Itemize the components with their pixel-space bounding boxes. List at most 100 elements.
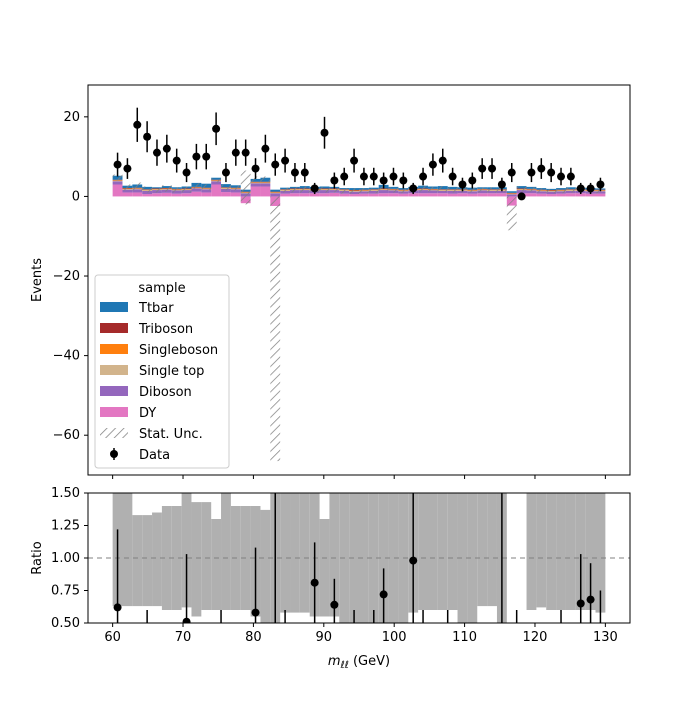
stat-unc-band xyxy=(339,188,350,194)
data-point xyxy=(290,168,299,177)
ratio-plot-area xyxy=(88,493,630,623)
data-point xyxy=(300,168,309,177)
ratio-y-tick-label: 1.50 xyxy=(51,486,80,501)
x-tick-label: 120 xyxy=(523,630,548,645)
stack-bar-dy xyxy=(290,193,300,197)
x-tick-label: 80 xyxy=(245,630,262,645)
ratio-unc-band xyxy=(585,493,596,610)
stack-bar-dy xyxy=(575,193,586,197)
ratio-unc-band xyxy=(437,493,448,610)
stat-unc-band xyxy=(132,182,143,191)
stat-unc-band xyxy=(181,186,192,193)
stack-bar-dy xyxy=(496,193,507,197)
x-tick-label: 70 xyxy=(175,630,192,645)
stack-bar-dy xyxy=(230,192,241,197)
ratio-unc-band xyxy=(201,502,212,610)
data-point xyxy=(182,168,191,177)
ratio-y-tick-label: 1.00 xyxy=(51,551,80,566)
stack-bar-diboson xyxy=(191,188,202,192)
stack-bar-dy xyxy=(477,193,488,197)
stack-bar-ttbar xyxy=(506,191,517,193)
stack-bar-dy xyxy=(142,194,153,197)
y-tick-label: −60 xyxy=(53,428,80,443)
ratio-unc-band xyxy=(565,493,576,610)
stack-bar-ttbar xyxy=(556,188,566,190)
legend-swatch-singleboson xyxy=(100,344,128,354)
stat-unc-band xyxy=(467,187,478,193)
stack-bar-diboson xyxy=(211,181,222,185)
data-point xyxy=(448,172,457,181)
ratio-y-tick-label: 0.75 xyxy=(51,584,80,599)
ratio-unc-band xyxy=(595,493,606,613)
data-point xyxy=(389,172,398,181)
stack-bar-triboson xyxy=(506,192,517,194)
data-point xyxy=(409,184,418,193)
stack-bar-dy xyxy=(359,193,369,197)
data-point xyxy=(537,164,546,173)
data-point xyxy=(281,156,290,165)
ratio-unc-band xyxy=(329,493,340,617)
data-point xyxy=(596,180,605,189)
stat-unc-band xyxy=(299,186,310,193)
ratio-unc-band xyxy=(122,493,133,607)
stack-bar-diboson xyxy=(132,189,143,193)
legend-label-triboson: Triboson xyxy=(138,322,193,337)
legend-label-diboson: Diboson xyxy=(139,385,192,400)
data-point xyxy=(428,160,437,169)
stack-bar-dy xyxy=(250,186,261,197)
data-point xyxy=(350,156,359,165)
ratio-point xyxy=(409,556,418,565)
stack-bar-dy xyxy=(378,193,389,197)
stack-bar-dy xyxy=(457,193,468,197)
ratio-unc-band xyxy=(171,506,182,610)
data-point xyxy=(152,148,161,157)
stack-bar-diboson xyxy=(260,183,271,187)
ratio-unc-band xyxy=(536,493,547,608)
stat-unc-band xyxy=(516,186,527,192)
stat-unc-band xyxy=(319,187,330,193)
stat-unc-band xyxy=(359,188,369,194)
ratio-point xyxy=(113,603,122,612)
stack-bar-single-top xyxy=(260,182,271,184)
ratio-unc-band xyxy=(556,493,566,610)
y-tick-label: 20 xyxy=(63,110,80,125)
stack-bar-dy xyxy=(526,193,537,197)
stat-unc-band xyxy=(211,178,222,183)
stack-bar-dy xyxy=(585,193,596,197)
stack-bar-diboson xyxy=(230,189,241,193)
data-point xyxy=(438,156,447,165)
legend-label-single-top: Single top xyxy=(139,364,204,379)
stack-bar-diboson xyxy=(427,190,438,194)
y-tick-label: −20 xyxy=(53,269,80,284)
stat-unc-band xyxy=(437,186,448,192)
stack-bar-dy xyxy=(181,193,192,197)
data-point xyxy=(212,124,221,133)
ratio-unc-band xyxy=(132,515,143,607)
stack-bar-diboson xyxy=(122,189,133,193)
stack-bar-dy xyxy=(595,193,606,197)
ratio-plot: 0.50 0.75 1.00 1.25 1.50 60 70 80 90 100 110 120 130 xyxy=(51,486,631,645)
stack-bar-dy xyxy=(418,193,428,197)
ratio-point xyxy=(379,590,388,599)
stack-bar-dy xyxy=(329,192,340,197)
data-point xyxy=(547,168,556,177)
data-point xyxy=(586,184,595,193)
ratio-unc-band xyxy=(368,493,379,623)
stat-unc-band xyxy=(506,196,517,231)
ratio-unc-band xyxy=(142,515,153,607)
stack-bar-dy xyxy=(408,193,419,197)
x-axis-label: mℓℓ (GeV) xyxy=(328,654,390,671)
data-point xyxy=(123,164,132,173)
data-point xyxy=(527,168,536,177)
stack-bar-diboson xyxy=(270,193,281,197)
stack-bar-dy xyxy=(565,193,576,197)
main-axes-frame xyxy=(87,84,631,476)
stack-bar-dy xyxy=(260,186,271,197)
main-plot-area xyxy=(112,107,606,462)
ratio-unc-band xyxy=(418,493,428,610)
stack-bar-dy xyxy=(536,193,547,197)
legend-swatch-diboson xyxy=(100,386,128,396)
stack-bar-dy xyxy=(349,194,359,197)
stat-unc-band xyxy=(112,174,123,181)
